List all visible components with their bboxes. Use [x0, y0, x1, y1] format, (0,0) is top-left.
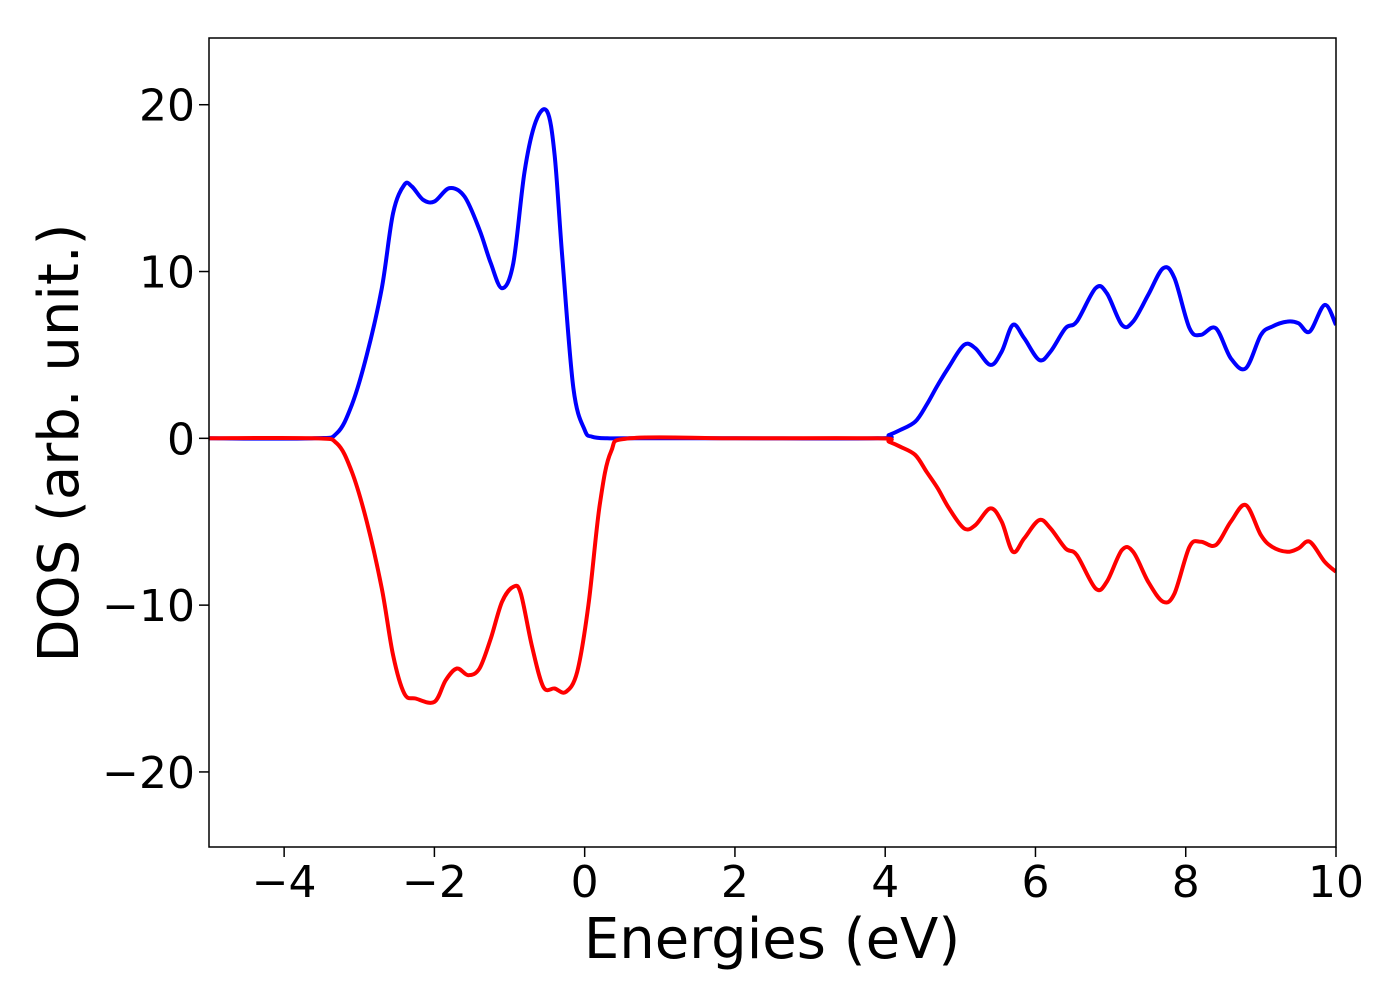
x-tick-label: 4 — [871, 857, 899, 908]
y-axis-label: DOS (arb. unit.) — [27, 223, 92, 662]
series-layer — [209, 107, 1336, 705]
x-axis: −4 −2 0 2 4 6 8 10 — [252, 847, 1364, 908]
plot-frame — [208, 37, 1337, 848]
series-line-2 — [209, 435, 1336, 705]
series-line-1 — [209, 107, 1336, 441]
y-axis: −20 −10 0 10 20 — [102, 81, 209, 799]
x-tick-label: 6 — [1021, 857, 1049, 908]
y-tick-label: −10 — [102, 581, 195, 632]
x-axis-label: Energies (eV) — [584, 907, 960, 972]
x-tick-label: −4 — [252, 857, 317, 908]
x-tick-label: 8 — [1172, 857, 1200, 908]
x-tick-label: 10 — [1308, 857, 1364, 908]
x-tick-label: 0 — [571, 857, 599, 908]
y-tick-label: 0 — [167, 414, 195, 465]
y-tick-label: 20 — [139, 81, 195, 132]
x-tick-label: 2 — [721, 857, 749, 908]
x-tick-label: −2 — [402, 857, 467, 908]
y-tick-label: 10 — [139, 248, 195, 299]
y-tick-label: −20 — [102, 748, 195, 799]
